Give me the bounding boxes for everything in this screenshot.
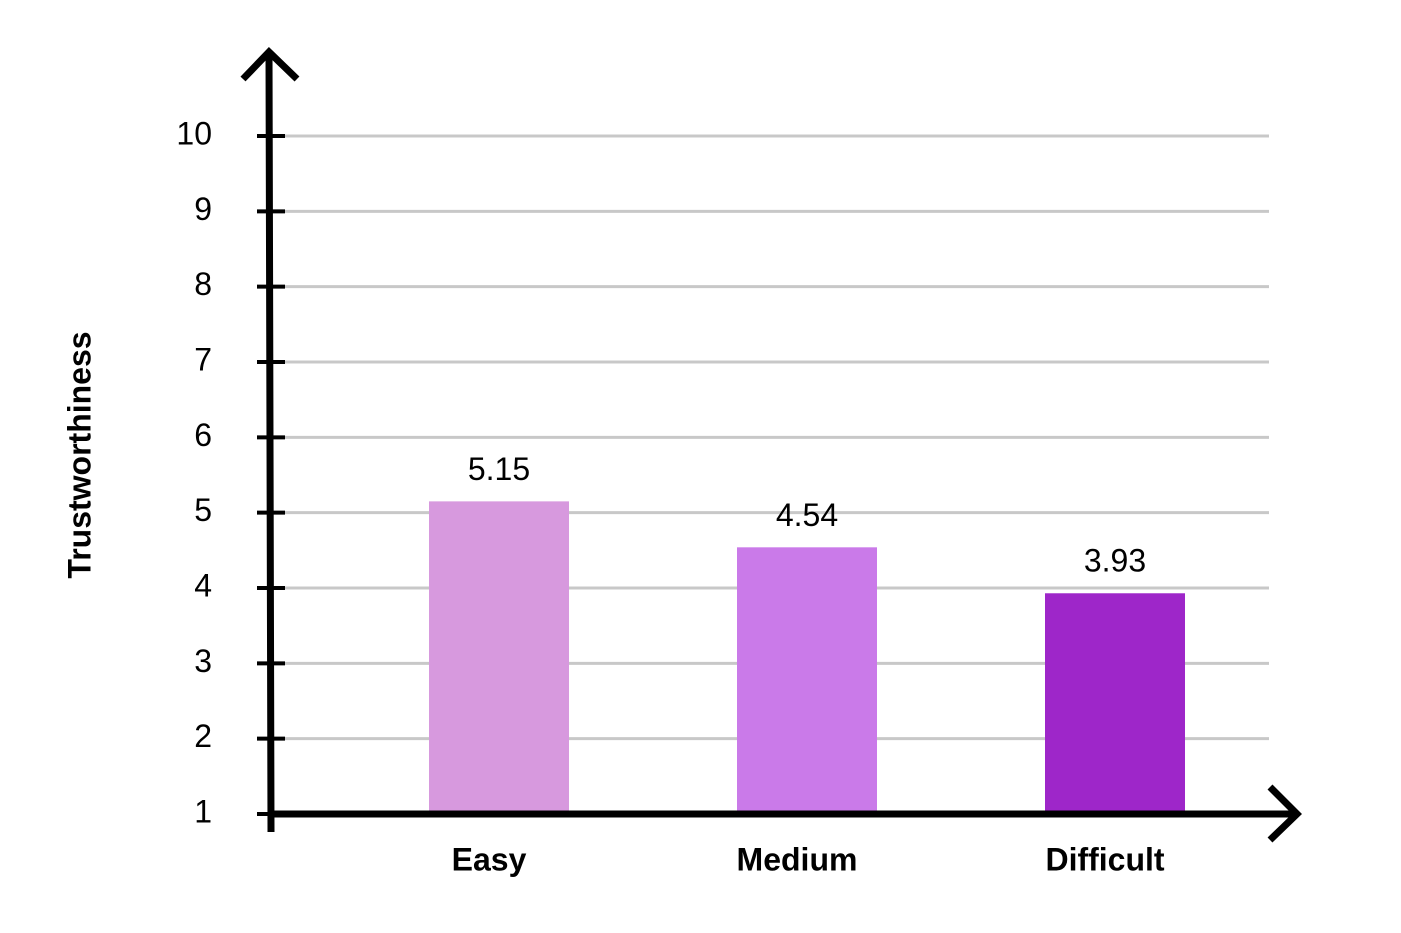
x-tick-label: Medium [737,841,858,877]
y-axis-label: Trustworthiness [61,331,97,578]
value-label: 4.54 [776,497,838,533]
x-axis [268,784,1302,843]
x-tick-label: Easy [452,841,527,877]
y-tick-label: 6 [194,417,212,453]
bars: Easy 5.15 Medium 4.54 Difficult 3.93 [429,451,1185,877]
bar [1045,593,1185,814]
bar [737,547,877,814]
bar [429,501,569,814]
y-tick-label: 7 [194,341,212,377]
y-tick-label: 1 [194,793,212,829]
y-tick-label: 2 [194,718,212,754]
value-label: 5.15 [468,451,530,487]
y-tick-label: 9 [194,191,212,227]
y-tick-label: 5 [194,492,212,528]
y-tick-label: 10 [176,115,212,151]
x-tick-label: Difficult [1045,841,1164,877]
y-tick-label: 4 [194,567,212,603]
y-axis [240,47,300,833]
y-tick-label: 3 [194,643,212,679]
value-label: 3.93 [1084,543,1146,579]
y-tick-label: 8 [194,266,212,302]
